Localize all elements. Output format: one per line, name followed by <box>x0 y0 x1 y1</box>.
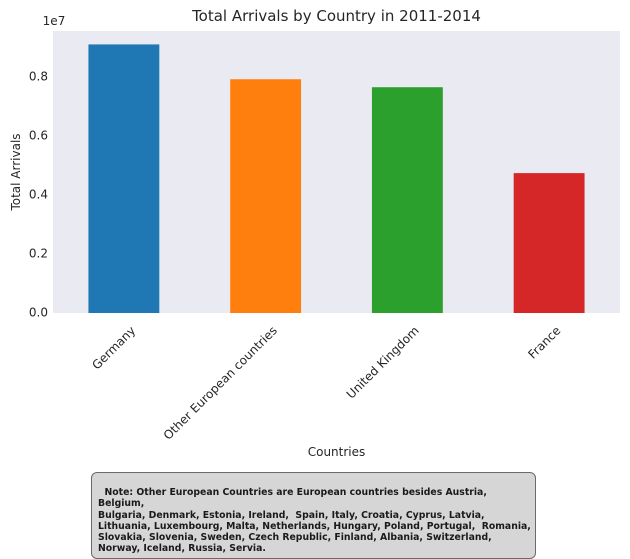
footnote-text: Note: Other European Countries are Europ… <box>98 487 531 555</box>
y-tick-label: 0.2 <box>29 246 48 260</box>
y-axis-label: Total Arrivals <box>9 133 23 211</box>
x-axis-label: Countries <box>308 445 366 459</box>
footnote-box: Note: Other European Countries are Europ… <box>91 472 536 559</box>
bar-germany <box>88 44 160 314</box>
y-tick-label: 0.6 <box>29 128 48 142</box>
x-tick-label: Other European countries <box>161 323 280 442</box>
bar-united-kingdom <box>371 87 443 313</box>
chart-title: Total Arrivals by Country in 2011-2014 <box>191 7 481 25</box>
x-tick-label: Germany <box>89 323 138 372</box>
y-axis-offset-label: 1e7 <box>43 14 66 28</box>
x-tick-label: United Kingdom <box>344 323 422 401</box>
bar-france <box>513 173 585 313</box>
x-tick-label: France <box>525 323 563 361</box>
y-tick-label: 0.4 <box>29 187 48 201</box>
bar-other-european-countries <box>230 79 302 313</box>
y-tick-label: 0.0 <box>29 306 48 320</box>
y-tick-label: 0.8 <box>29 69 48 83</box>
bar-chart: 0.0 0.2 0.4 0.6 0.8 Germany Other European co… <box>9 7 620 459</box>
